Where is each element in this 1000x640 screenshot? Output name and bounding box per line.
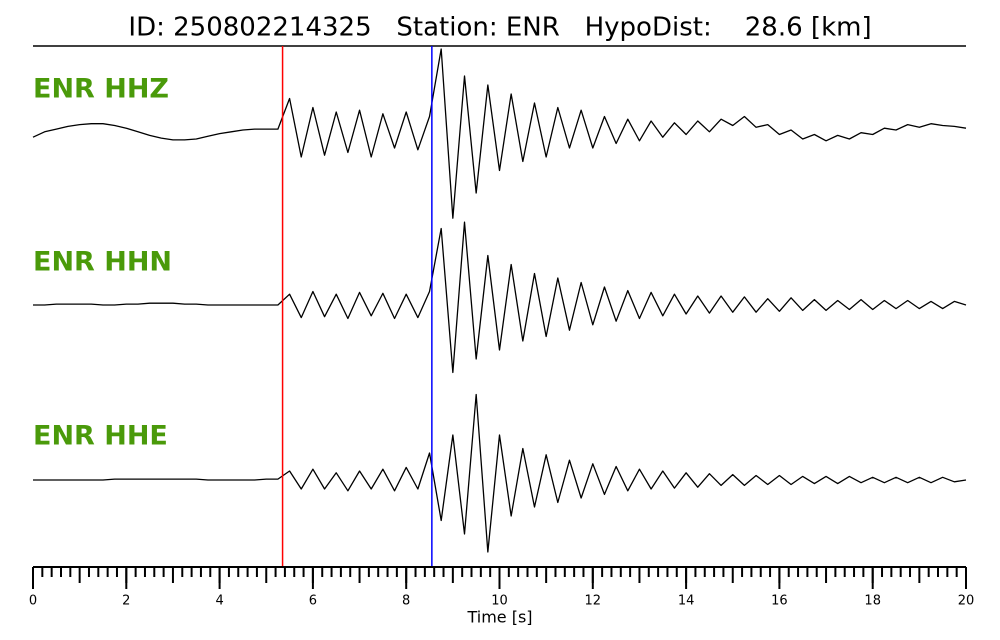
trace-label: ENR HHN <box>33 247 172 278</box>
x-tick-label: 20 <box>958 594 975 609</box>
x-tick-label: 18 <box>864 594 881 609</box>
chart-title: ID: 250802214325 Station: ENR HypoDist: … <box>128 13 871 43</box>
x-tick-label: 14 <box>678 594 695 609</box>
x-tick-label: 12 <box>585 594 602 609</box>
waveform <box>33 393 967 553</box>
x-tick-label: 10 <box>491 594 508 609</box>
trace-label: ENR HHZ <box>33 74 169 105</box>
x-tick-label: 0 <box>29 594 37 609</box>
x-tick-label: 2 <box>122 594 130 609</box>
x-tick-label: 6 <box>309 594 317 609</box>
x-tick-label: 4 <box>215 594 223 609</box>
waveform <box>32 48 967 219</box>
trace-label: ENR HHE <box>33 421 168 452</box>
x-tick-label: 16 <box>771 594 788 609</box>
x-tick-label: 8 <box>402 594 410 609</box>
x-axis-label: Time [s] <box>466 608 532 627</box>
waveform <box>33 221 967 374</box>
